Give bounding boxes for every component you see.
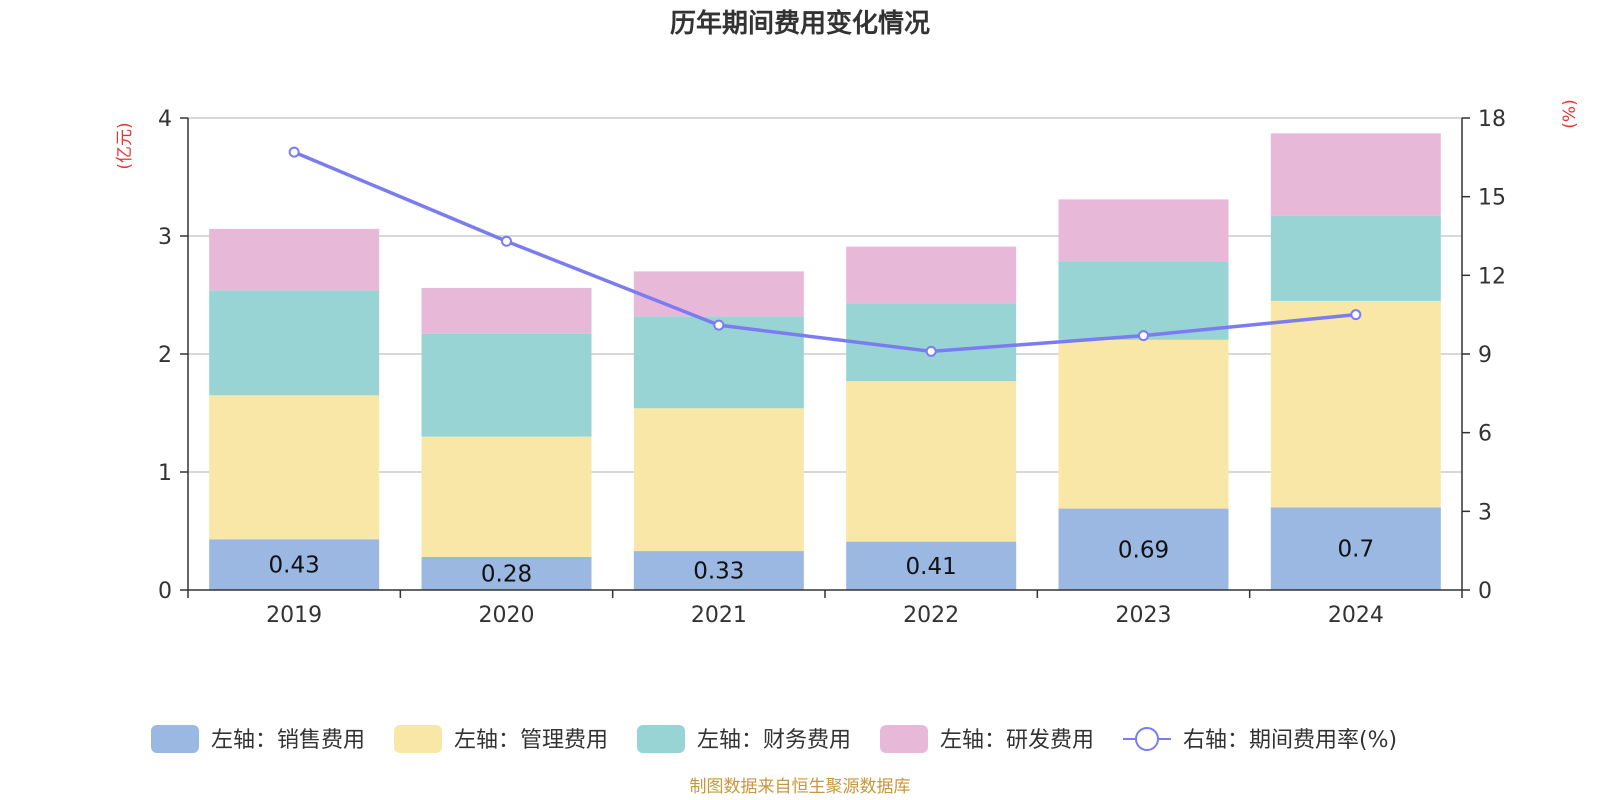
right-tick-label: 6 bbox=[1478, 422, 1492, 447]
bar-1-2019 bbox=[209, 539, 380, 590]
rate-point-2024 bbox=[1350, 309, 1362, 321]
bar-2-2022 bbox=[846, 381, 1017, 542]
legend-label: 左轴：销售费用 bbox=[211, 728, 365, 753]
bar-1-2023 bbox=[1058, 508, 1229, 590]
rate-point-2022 bbox=[925, 345, 937, 357]
left-tick-label: 2 bbox=[158, 343, 172, 368]
x-tick-label: 2024 bbox=[1328, 603, 1384, 628]
x-tick-label: 2022 bbox=[903, 603, 959, 628]
bar-4-2022 bbox=[846, 246, 1017, 304]
bar-4-2024 bbox=[1270, 133, 1441, 216]
left-axis-unit: (亿元) bbox=[115, 122, 135, 169]
data-label: 0.7 bbox=[1338, 537, 1375, 563]
legend-swatch bbox=[151, 725, 199, 753]
source-note: 制图数据来自恒生聚源数据库 bbox=[690, 777, 911, 797]
legend-label: 右轴：期间费用率(%) bbox=[1183, 728, 1397, 753]
left-tick-label: 0 bbox=[158, 579, 172, 604]
rate-point-2019 bbox=[288, 146, 300, 158]
bar-4-2019 bbox=[209, 228, 380, 291]
bar-4-2020 bbox=[421, 287, 592, 334]
bar-2-2020 bbox=[421, 436, 592, 557]
bar-4-2023 bbox=[1058, 199, 1229, 262]
bar-2-2019 bbox=[209, 395, 380, 540]
rate-point-2023 bbox=[1138, 330, 1149, 342]
legend-label: 左轴：财务费用 bbox=[697, 728, 851, 753]
right-tick-label: 0 bbox=[1478, 579, 1492, 604]
bar-1-2021 bbox=[633, 551, 804, 590]
bar-series: 0.43 0.28 0.33 0.41 0.69 0.7 bbox=[209, 133, 1441, 590]
gridlines bbox=[188, 117, 1462, 473]
x-tick-label: 2020 bbox=[479, 603, 535, 628]
left-tick-label: 3 bbox=[158, 225, 172, 250]
bar-3-2024 bbox=[1270, 215, 1441, 301]
bar-1-2022 bbox=[846, 541, 1017, 590]
bar-3-2019 bbox=[209, 290, 380, 396]
data-label: 0.41 bbox=[906, 554, 957, 580]
line-series bbox=[288, 146, 1362, 357]
data-label: 0.43 bbox=[269, 553, 320, 579]
chart-title: 历年期间费用变化情况 bbox=[670, 8, 930, 39]
right-tick-label: 18 bbox=[1478, 107, 1506, 132]
x-tick-label: 2021 bbox=[691, 603, 747, 628]
x-tick-label: 2019 bbox=[266, 603, 322, 628]
legend-label: 左轴：研发费用 bbox=[940, 728, 1094, 753]
right-tick-label: 9 bbox=[1478, 343, 1492, 368]
x-tick-label: 2023 bbox=[1116, 603, 1172, 628]
bar-4-2021 bbox=[633, 271, 804, 317]
left-tick-label: 4 bbox=[158, 107, 172, 132]
bar-2-2021 bbox=[633, 408, 804, 552]
bar-3-2023 bbox=[1058, 261, 1229, 340]
right-tick-label: 15 bbox=[1478, 186, 1506, 211]
right-tick-label: 12 bbox=[1478, 264, 1506, 289]
bar-1-2024 bbox=[1270, 507, 1441, 590]
bar-2-2023 bbox=[1058, 339, 1229, 509]
legend-swatch bbox=[637, 725, 685, 753]
legend-swatch bbox=[880, 725, 928, 753]
data-label: 0.33 bbox=[693, 559, 744, 585]
rate-line bbox=[293, 150, 1357, 354]
legend-marker bbox=[1135, 727, 1159, 751]
legend: 左轴：销售费用 左轴：管理费用 左轴：财务费用 左轴：研发费用 右轴：期间费用率(%) bbox=[151, 725, 1397, 753]
legend-label: 左轴：管理费用 bbox=[454, 728, 608, 753]
bar-3-2020 bbox=[421, 333, 592, 437]
left-tick-label: 1 bbox=[158, 461, 172, 486]
rate-point-2020 bbox=[501, 235, 512, 247]
bar-2-2024 bbox=[1270, 300, 1441, 508]
legend-swatch bbox=[394, 725, 442, 753]
bar-3-2022 bbox=[846, 303, 1017, 382]
data-label: 0.69 bbox=[1118, 537, 1169, 563]
right-axis-unit: (%) bbox=[1560, 99, 1580, 128]
right-tick-label: 3 bbox=[1478, 500, 1492, 525]
bar-1-2020 bbox=[421, 556, 592, 590]
rate-point-2021 bbox=[713, 319, 725, 331]
data-label: 0.28 bbox=[481, 561, 532, 587]
